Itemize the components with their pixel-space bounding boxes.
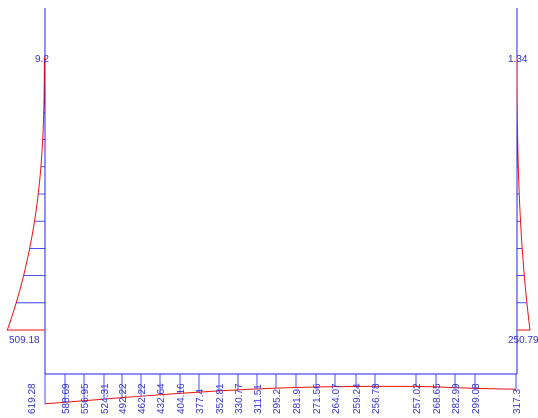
beam-value-label: 556.95 [80, 383, 91, 414]
beam-value-label: 295.2 [272, 389, 283, 414]
beam-value-label: 311.51 [253, 384, 264, 414]
right-column-moment [517, 58, 530, 330]
beam-value-label: 588.69 [61, 383, 72, 414]
beam-value-label: 282.99 [451, 383, 462, 414]
left-column-bottom-label: 509.18 [9, 335, 40, 346]
right-column-bottom-label: 250.79 [508, 335, 538, 346]
beam-value-label: 462.22 [137, 383, 148, 414]
frame [45, 8, 517, 374]
beam-value-label: 619.28 [27, 383, 38, 414]
beam-value-label: 256.78 [371, 383, 382, 414]
beam-value-label: 352.81 [215, 383, 226, 414]
beam-value-label: 264.07 [331, 383, 342, 414]
beam-value-label: 492.22 [118, 383, 129, 414]
beam-value-label: 377.4 [195, 389, 206, 414]
beam-value-label: 299.08 [471, 383, 482, 414]
beam-value-label: 271.56 [312, 383, 323, 414]
beam-value-label: 268.65 [432, 383, 443, 414]
beam-value-label: 317.3 [512, 389, 523, 414]
right-column-top-label: 1.34 [508, 54, 528, 65]
left-column-moment [7, 58, 45, 330]
beam-value-label: 330.77 [234, 383, 245, 414]
beam-value-label: 524.31 [100, 383, 111, 414]
left-column-top-label: 9.2 [35, 54, 49, 65]
beam-value-label: 404.16 [176, 383, 187, 414]
beam-value-label: 432.64 [156, 383, 167, 414]
beam-value-label: 259.24 [352, 383, 363, 414]
beam-value-label: 257.02 [412, 383, 423, 414]
beam-value-label: 281.9 [292, 389, 303, 414]
